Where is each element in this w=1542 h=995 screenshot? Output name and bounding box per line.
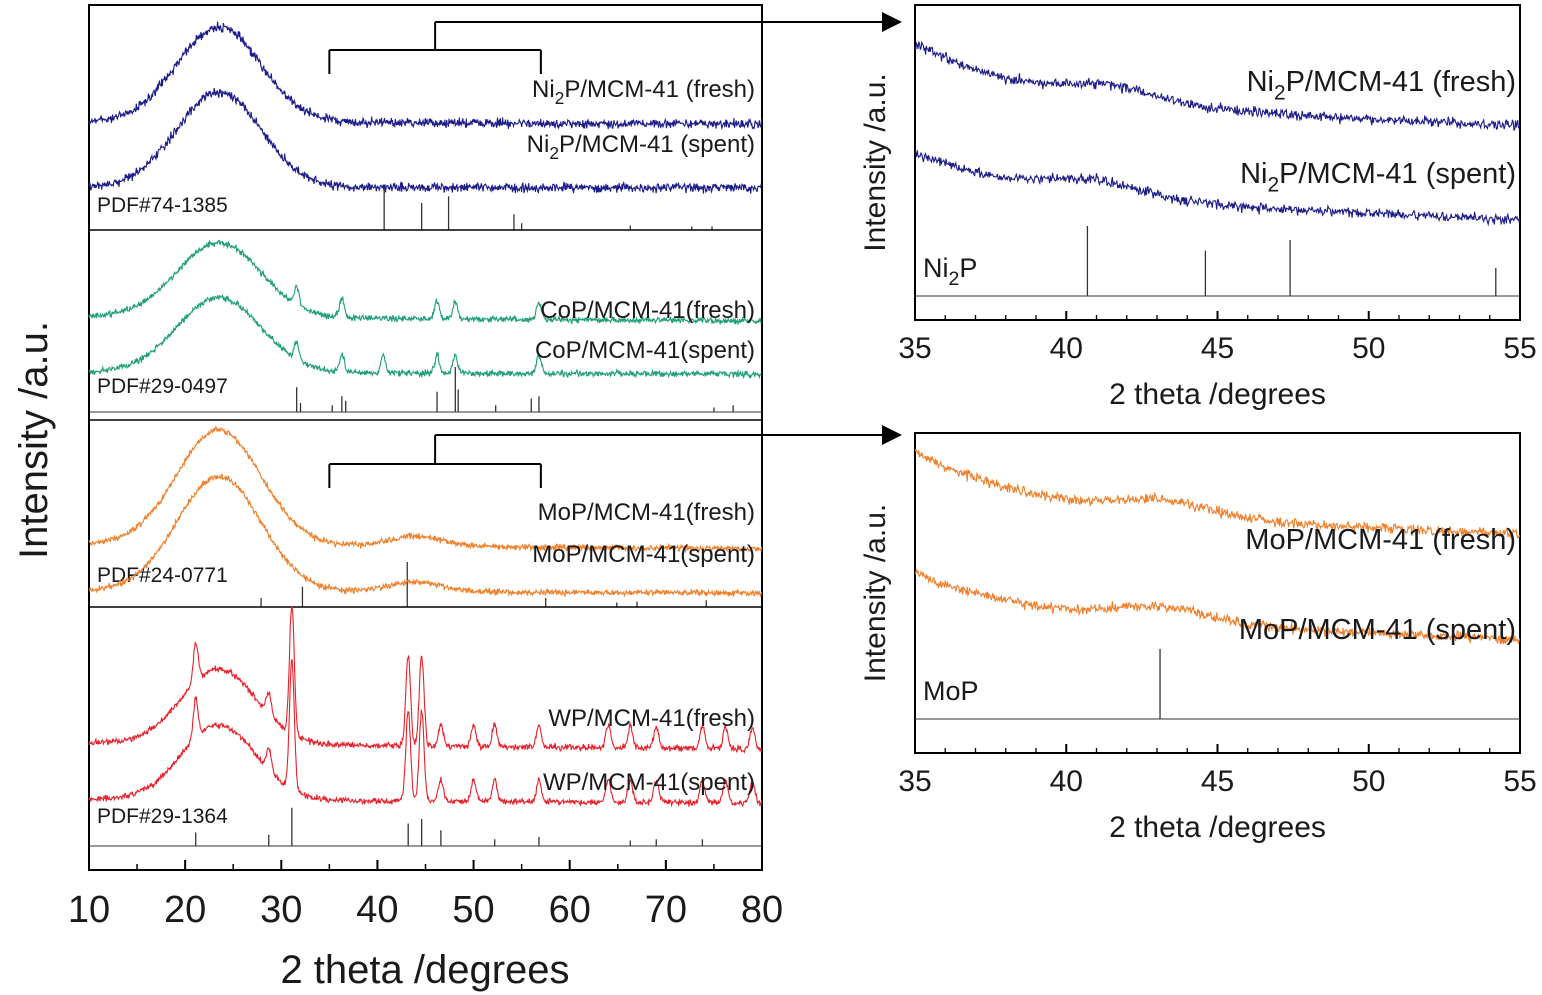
inset-mop-reference-label-main: MoP [923, 676, 979, 706]
ni2p-series-label-fresh-rest: P/MCM-41 (fresh) [564, 76, 755, 103]
wp-reference-label: PDF#29-1364 [97, 805, 228, 828]
inset-mop-panel: MoP MoP/MCM-41 (fresh) MoP/MCM-41 (spent) 3… [859, 432, 1537, 844]
inset-mop-trace-spent [914, 569, 1521, 645]
mop-series-label-spent-main: MoP/MCM-41(spent) [532, 541, 755, 568]
wp-series-label-fresh-main: WP/MCM-41(fresh) [548, 705, 755, 732]
ni2p-trace-fresh [88, 21, 763, 131]
inset-ni2p-x-tick-label: 50 [1352, 332, 1385, 365]
inset-mop-series-label-spent: MoP/MCM-41 (spent) [1239, 614, 1516, 646]
inset-mop-x-tick-label: 35 [898, 765, 931, 798]
main-x-axis-label: 2 theta /degrees [280, 948, 569, 992]
mop-reference-label: PDF#24-0771 [97, 564, 228, 587]
ni2p-series-label-spent-rest: P/MCM-41 (spent) [559, 131, 755, 158]
zoom-connectors [434, 12, 902, 464]
inset-ni2p-series-label-fresh-rest: P/MCM-41 (fresh) [1286, 66, 1516, 98]
mop-series-label-fresh-main: MoP/MCM-41(fresh) [538, 499, 755, 526]
inset-mop-x-axis-label: 2 theta /degrees [1109, 811, 1326, 844]
cop-trace-fresh [88, 239, 762, 326]
inset-ni2p-trace-fresh [914, 40, 1521, 132]
inset-mop-reference-label: MoP [923, 676, 979, 706]
ni2p-series-label-spent-main: Ni [527, 131, 550, 158]
main-x-tick-label: 70 [645, 889, 687, 931]
inset-ni2p-series-label-spent-sub: 2 [1267, 174, 1279, 197]
inset-ni2p-y-axis-label: Intensity /a.u. [859, 73, 892, 251]
mop-series-label-fresh: MoP/MCM-41(fresh) [538, 499, 755, 526]
inset-mop-series-label-fresh-main: MoP/MCM-41 (fresh) [1245, 524, 1516, 556]
cop-series-label-fresh: CoP/MCM-41(fresh) [540, 297, 755, 324]
main-x-tick-label: 10 [68, 889, 110, 931]
wp-series-label-spent: WP/MCM-41(spent) [543, 769, 755, 796]
inset-ni2p-reference-label: Ni2P [923, 253, 977, 290]
ni2p-zoom-arrow [434, 12, 902, 50]
cop-series-label-fresh-main: CoP/MCM-41(fresh) [540, 297, 755, 324]
wp-series-label-fresh: WP/MCM-41(fresh) [548, 705, 755, 732]
ni2p-trace-spent [88, 88, 763, 194]
inset-ni2p-series-label-fresh-sub: 2 [1274, 82, 1286, 105]
inset-ni2p-series-label-spent-rest: P/MCM-41 (spent) [1279, 158, 1516, 190]
main-x-tick-label: 30 [260, 889, 302, 931]
ni2p-series-label-fresh-sub: 2 [555, 88, 565, 108]
inset-ni2p-series-label-fresh-main: Ni [1247, 66, 1274, 98]
mop-series-label-spent: MoP/MCM-41(spent) [532, 541, 755, 568]
ni2p-zoom-bracket [328, 49, 542, 74]
inset-mop-x-tick-label: 40 [1050, 765, 1083, 798]
inset-mop-series-label-fresh: MoP/MCM-41 (fresh) [1245, 524, 1516, 556]
mop-trace-spent [88, 473, 763, 598]
ni2p-series-label-fresh-main: Ni [532, 76, 555, 103]
inset-mop-series-label-spent-main: MoP/MCM-41 (spent) [1239, 614, 1516, 646]
ni2p-series-label-spent-sub: 2 [549, 143, 559, 163]
inset-ni2p-x-tick-label: 40 [1050, 332, 1083, 365]
inset-ni2p-trace-spent [914, 149, 1521, 227]
inset-ni2p-x-axis-label: 2 theta /degrees [1109, 378, 1326, 411]
mop-zoom-arrow [434, 425, 902, 464]
inset-ni2p-series-label-spent-main: Ni [1240, 158, 1267, 190]
wp-trace-spent [88, 659, 763, 808]
inset-ni2p-x-tick-label: 45 [1201, 332, 1234, 365]
main-y-axis-label: Intensity /a.u. [12, 321, 56, 559]
cop-series-label-spent-main: CoP/MCM-41(spent) [535, 337, 755, 364]
inset-mop-x-tick-label: 50 [1352, 765, 1385, 798]
main-x-tick-label: 50 [452, 889, 494, 931]
inset-mop-frame [914, 432, 1521, 754]
ni2p-series-label-spent: Ni2P/MCM-41 (spent) [527, 131, 755, 163]
wp-trace-fresh [88, 606, 763, 755]
inset-ni2p-reference-label-sub: 2 [949, 268, 960, 290]
inset-mop-x-tick-label: 55 [1503, 765, 1536, 798]
mop-zoom-bracket [328, 463, 542, 488]
inset-ni2p-x-tick-label: 35 [898, 332, 931, 365]
inset-ni2p-reference-label-main: Ni [923, 253, 949, 283]
inset-mop-trace-fresh [914, 448, 1521, 540]
main-x-tick-label: 60 [549, 889, 591, 931]
ni2p-series-label-fresh: Ni2P/MCM-41 (fresh) [532, 76, 755, 108]
inset-ni2p-series-label-fresh: Ni2P/MCM-41 (fresh) [1247, 66, 1516, 105]
main-x-tick-label: 20 [164, 889, 206, 931]
inset-ni2p-x-tick-label: 55 [1503, 332, 1536, 365]
cop-series-label-spent: CoP/MCM-41(spent) [535, 337, 755, 364]
mop-trace-fresh [88, 426, 763, 554]
main-x-tick-label: 40 [356, 889, 398, 931]
inset-ni2p-series-label-spent: Ni2P/MCM-41 (spent) [1240, 158, 1516, 197]
cop-trace-spent [88, 293, 762, 380]
wp-series-label-spent-main: WP/MCM-41(spent) [543, 769, 755, 796]
inset-mop-y-axis-label: Intensity /a.u. [859, 504, 892, 682]
inset-mop-x-tick-label: 45 [1201, 765, 1234, 798]
inset-ni2p-reference-label-rest: P [959, 253, 977, 283]
ni2p-reference-label: PDF#74-1385 [97, 194, 228, 217]
cop-reference-label: PDF#29-0497 [97, 375, 228, 398]
main-x-tick-label: 80 [741, 889, 783, 931]
